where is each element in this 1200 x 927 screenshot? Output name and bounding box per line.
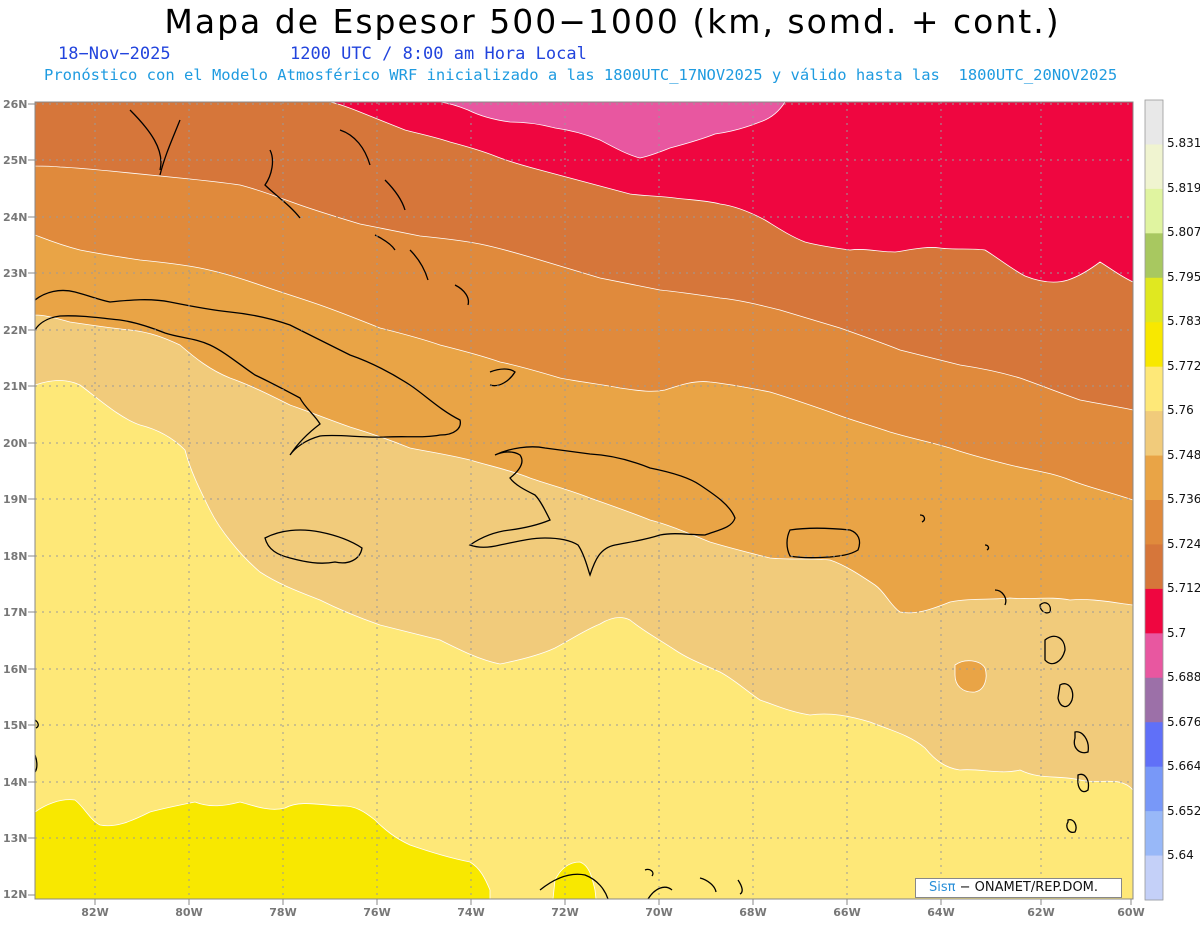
- colorbar-swatch: [1145, 322, 1163, 368]
- colorbar-swatch: [1145, 366, 1163, 412]
- colorbar-label: 5.783: [1167, 314, 1200, 328]
- colorbar-swatch: [1145, 500, 1163, 545]
- thickness-bands: [35, 102, 1133, 899]
- band-5-772-s: [552, 861, 597, 899]
- lon-label: 70W: [645, 906, 672, 919]
- colorbar-label: 5.64: [1167, 848, 1194, 862]
- forecast-valid-time: 1200 UTC / 8:00 am Hora Local: [290, 44, 587, 64]
- forecast-subtitle: Pronóstico con el Modelo Atmosférico WRF…: [44, 66, 1118, 84]
- colorbar-swatch: [1145, 677, 1163, 723]
- lon-label: 76W: [363, 906, 390, 919]
- band-5-736-patch: [954, 660, 987, 693]
- lon-label: 68W: [739, 906, 766, 919]
- lon-ticks: [94, 899, 1132, 905]
- lat-label: 17N: [3, 606, 28, 619]
- lon-label: 66W: [833, 906, 860, 919]
- colorbar-label: 5.831: [1167, 136, 1200, 150]
- colorbar-label: 5.76: [1167, 403, 1194, 417]
- lon-label: 80W: [175, 906, 202, 919]
- lat-label: 20N: [3, 437, 28, 450]
- lat-labels: 26N 25N 24N 23N 22N 21N 20N 19N 18N 17N …: [3, 98, 28, 901]
- cuba-coastline: [35, 289, 461, 456]
- lat-label: 12N: [3, 888, 28, 901]
- sispi-logo-text: Sisπ: [929, 880, 956, 895]
- colorbar-labels: 5.831 5.819 5.807 5.795 5.783 5.772 5.76…: [1167, 136, 1200, 862]
- lat-label: 18N: [3, 550, 28, 563]
- colorbar-label: 5.807: [1167, 225, 1200, 239]
- map-frame: [34, 101, 1134, 900]
- lat-label: 25N: [3, 154, 28, 167]
- credit-box: Sisπ − ONAMET/REP.DOM.: [915, 878, 1122, 898]
- colorbar-swatch: [1145, 544, 1163, 590]
- colorbar-frame: [1144, 99, 1164, 901]
- graticule: [35, 102, 1133, 899]
- lat-label: 14N: [3, 776, 28, 789]
- colorbar-swatch: [1145, 588, 1163, 634]
- lon-label: 64W: [927, 906, 954, 919]
- colorbar-label: 5.772: [1167, 359, 1200, 373]
- bahamas-islands: [129, 109, 516, 387]
- lat-label: 22N: [3, 324, 28, 337]
- band-5-688: [439, 102, 786, 159]
- lon-labels: 82W 80W 78W 76W 74W 72W 70W 68W 66W 64W …: [81, 906, 1144, 919]
- colorbar-swatches: [1145, 100, 1163, 901]
- colorbar-label: 5.688: [1167, 670, 1200, 684]
- credit-org: − ONAMET/REP.DOM.: [959, 880, 1099, 895]
- colorbar-swatch: [1145, 411, 1163, 457]
- coastlines: [35, 109, 1090, 899]
- puerto-rico-coastline: [786, 527, 861, 559]
- south-america-coastline: [539, 868, 743, 899]
- lat-label: 21N: [3, 380, 28, 393]
- band-5-700: [35, 102, 1133, 283]
- lat-label: 16N: [3, 663, 28, 676]
- colorbar-label: 5.676: [1167, 715, 1200, 729]
- lon-label: 74W: [457, 906, 484, 919]
- colorbar-label: 5.819: [1167, 181, 1200, 195]
- colorbar-label: 5.748: [1167, 448, 1200, 462]
- band-5-772-sw: [35, 799, 491, 899]
- forecast-date: 18−Nov−2025: [58, 44, 171, 64]
- lon-label: 82W: [81, 906, 108, 919]
- lat-label: 19N: [3, 493, 28, 506]
- lat-label: 15N: [3, 719, 28, 732]
- colorbar-swatch: [1145, 633, 1163, 679]
- lon-label: 78W: [269, 906, 296, 919]
- jamaica-coastline: [264, 529, 363, 564]
- colorbar-label: 5.712: [1167, 581, 1200, 595]
- colorbar-label: 5.664: [1167, 759, 1200, 773]
- colorbar-swatch: [1145, 233, 1163, 279]
- colorbar-swatch: [1145, 722, 1163, 768]
- lat-ticks: [28, 103, 35, 896]
- colorbar-swatch: [1145, 188, 1163, 234]
- colorbar-swatch: [1145, 100, 1163, 145]
- colorbar-label: 5.736: [1167, 492, 1200, 506]
- colorbar-swatch: [1145, 855, 1163, 901]
- lat-label: 24N: [3, 211, 28, 224]
- colorbar-label: 5.724: [1167, 537, 1200, 551]
- hispaniola-coastline: [468, 446, 736, 577]
- colorbar-label: 5.795: [1167, 270, 1200, 284]
- lat-label: 13N: [3, 832, 28, 845]
- colorbar: 5.831 5.819 5.807 5.795 5.783 5.772 5.76…: [1144, 99, 1200, 901]
- colorbar-swatch: [1145, 766, 1163, 812]
- lon-label: 60W: [1117, 906, 1144, 919]
- colorbar-label: 5.652: [1167, 804, 1200, 818]
- lat-label: 26N: [3, 98, 28, 111]
- lon-label: 62W: [1027, 906, 1054, 919]
- colorbar-swatch: [1145, 811, 1163, 857]
- lon-label: 72W: [551, 906, 578, 919]
- colorbar-swatch: [1145, 455, 1163, 501]
- colorbar-label: 5.7: [1167, 626, 1186, 640]
- lat-label: 23N: [3, 267, 28, 280]
- colorbar-swatch: [1145, 277, 1163, 323]
- colorbar-swatch: [1145, 144, 1163, 190]
- map-title: Mapa de Espesor 500−1000 (km, somd. + co…: [164, 2, 1061, 41]
